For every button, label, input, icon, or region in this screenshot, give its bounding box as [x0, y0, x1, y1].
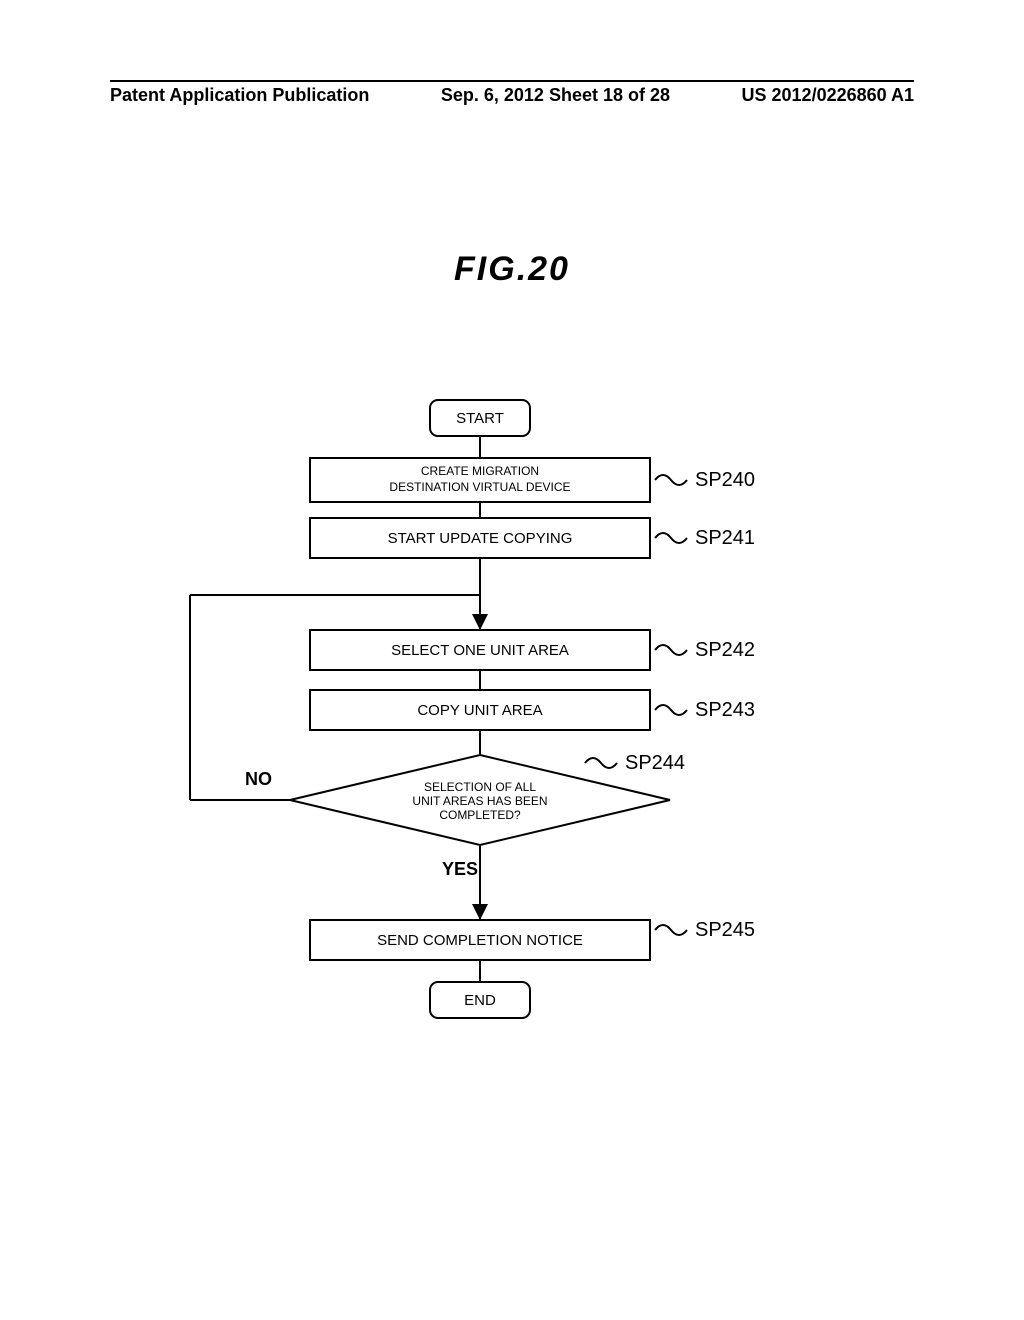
flowchart-container: START CREATE MIGRATION DESTINATION VIRTU…: [0, 390, 1024, 1070]
page-header: Patent Application Publication Sep. 6, 2…: [0, 80, 1024, 106]
header-text-row: Patent Application Publication Sep. 6, 2…: [110, 85, 914, 106]
sp244-label: SP244: [585, 752, 685, 774]
sp243-text: COPY UNIT AREA: [417, 702, 542, 719]
sp244-l3: COMPLETED?: [439, 808, 521, 822]
svg-text:SP242: SP242: [695, 639, 755, 661]
sp244-l1: SELECTION OF ALL: [424, 780, 536, 794]
sp240-label: SP240: [655, 469, 755, 491]
svg-text:SP244: SP244: [625, 752, 685, 774]
header-rule: [110, 80, 914, 82]
yes-label: YES: [442, 859, 478, 879]
step-sp243: COPY UNIT AREA: [310, 690, 650, 730]
decision-sp244: SELECTION OF ALL UNIT AREAS HAS BEEN COM…: [290, 755, 670, 845]
header-left: Patent Application Publication: [110, 85, 369, 106]
step-sp241: START UPDATE COPYING: [310, 518, 650, 558]
sp240-line1: CREATE MIGRATION: [421, 464, 539, 478]
svg-text:SP241: SP241: [695, 527, 755, 549]
sp242-label: SP242: [655, 639, 755, 661]
sp245-label: SP245: [655, 919, 755, 941]
sp244-l2: UNIT AREAS HAS BEEN: [412, 794, 547, 808]
sp242-text: SELECT ONE UNIT AREA: [391, 642, 569, 659]
start-label: START: [456, 410, 504, 427]
header-right: US 2012/0226860 A1: [742, 85, 914, 106]
no-label: NO: [245, 769, 272, 789]
start-node: START: [430, 400, 530, 436]
flowchart-svg: START CREATE MIGRATION DESTINATION VIRTU…: [0, 390, 1024, 1070]
sp243-label: SP243: [655, 699, 755, 721]
sp241-text: START UPDATE COPYING: [388, 530, 573, 547]
sp240-line2: DESTINATION VIRTUAL DEVICE: [389, 480, 570, 494]
svg-text:SP243: SP243: [695, 699, 755, 721]
figure-title: FIG.20: [0, 250, 1024, 289]
svg-text:SP245: SP245: [695, 919, 755, 941]
sp245-text: SEND COMPLETION NOTICE: [377, 932, 583, 949]
step-sp240: CREATE MIGRATION DESTINATION VIRTUAL DEV…: [310, 458, 650, 502]
svg-text:SP240: SP240: [695, 469, 755, 491]
step-sp242: SELECT ONE UNIT AREA: [310, 630, 650, 670]
step-sp245: SEND COMPLETION NOTICE: [310, 920, 650, 960]
sp241-label: SP241: [655, 527, 755, 549]
header-center: Sep. 6, 2012 Sheet 18 of 28: [441, 85, 670, 106]
end-label: END: [464, 992, 496, 1009]
end-node: END: [430, 982, 530, 1018]
